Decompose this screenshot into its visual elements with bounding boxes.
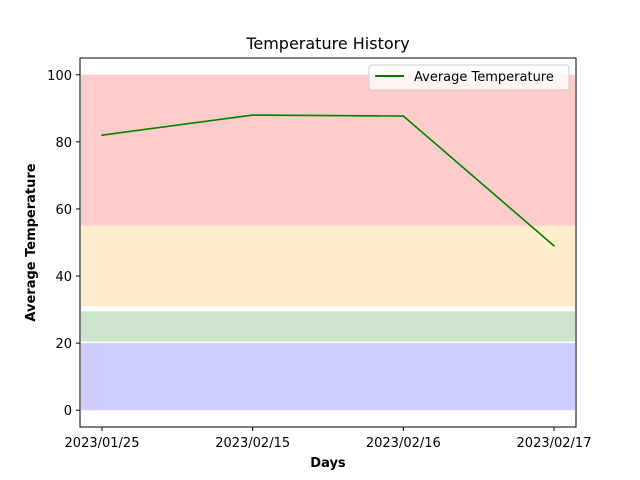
- y-axis: 0 20 40 60 80 100: [47, 69, 80, 419]
- x-tick-label: 2023/01/25: [65, 436, 140, 451]
- band-1: [81, 311, 575, 342]
- chart-title: Temperature History: [245, 34, 409, 53]
- y-tick-label: 0: [64, 404, 72, 419]
- y-tick-label: 40: [55, 270, 72, 285]
- y-tick-label: 60: [55, 203, 72, 218]
- band-0: [81, 343, 575, 411]
- plot-frame: [79, 57, 577, 428]
- y-tick-label: 100: [47, 69, 72, 84]
- data-point: [402, 115, 405, 117]
- band-2: [81, 225, 575, 307]
- series-layer: [101, 114, 555, 247]
- data-point: [251, 114, 254, 116]
- x-tick-label: 2023/02/15: [215, 436, 290, 451]
- x-tick-label: 2023/02/17: [517, 436, 592, 451]
- data-point: [553, 245, 555, 247]
- temperature-bands: [81, 74, 575, 411]
- series-line: [101, 114, 555, 247]
- legend-box: [368, 64, 570, 91]
- band-3: [81, 74, 575, 226]
- x-tick-label: 2023/02/16: [366, 436, 441, 451]
- legend-label: Average Temperature: [414, 70, 554, 85]
- y-axis-label: Average Temperature: [24, 163, 39, 321]
- y-tick-label: 80: [55, 136, 72, 151]
- legend: Average Temperature: [368, 64, 570, 91]
- data-point: [101, 134, 103, 136]
- y-tick-label: 20: [55, 337, 72, 352]
- x-axis: 2023/01/25 2023/02/15 2023/02/16 2023/02/17: [65, 427, 592, 451]
- x-axis-label: Days: [310, 456, 346, 471]
